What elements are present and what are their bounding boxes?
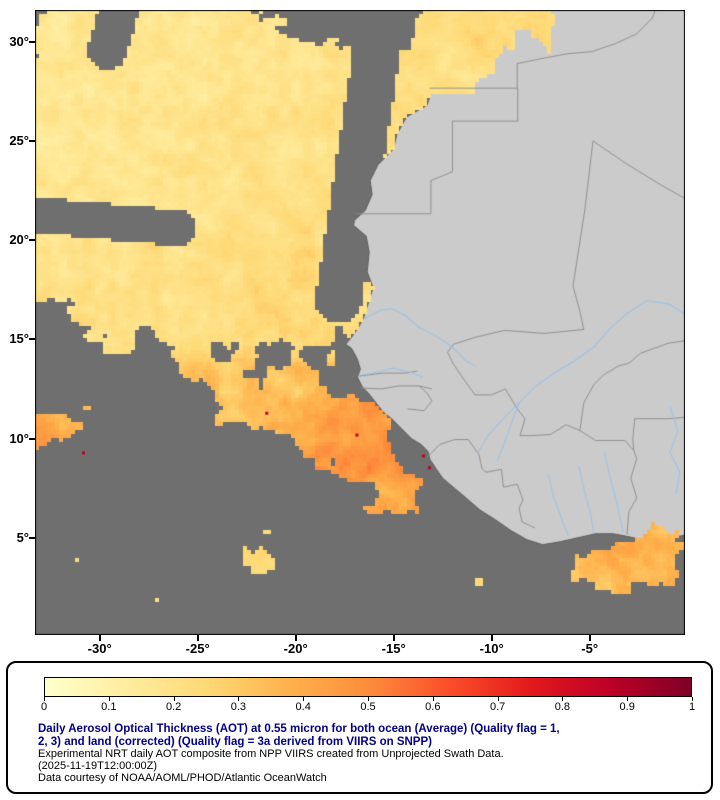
lon-tick-label: -5° xyxy=(581,641,599,656)
colorbar-tick-mark xyxy=(562,697,564,701)
legend-title-line-2: 2, 3) and land (corrected) (Quality flag… xyxy=(38,735,432,748)
lat-tick-label: 10° xyxy=(9,430,29,446)
lon-tick-mark xyxy=(98,635,101,641)
colorbar-tick-label: 0.6 xyxy=(425,701,441,713)
colorbar-tick-label: 1 xyxy=(688,701,696,713)
colorbar-tick-mark xyxy=(497,697,499,701)
lon-tick-label: -20° xyxy=(283,641,308,656)
lon-tick-mark xyxy=(294,635,297,641)
lat-tick-label: 25° xyxy=(9,132,29,148)
lon-tick-mark xyxy=(392,635,395,641)
colorbar-tick-mark xyxy=(238,697,240,701)
lat-tick-mark xyxy=(29,437,35,440)
lat-tick-label: 30° xyxy=(9,33,29,49)
colorbar-tick-labels: 0 0.1 0.2 0.3 0.4 0.5 0.6 0.7 0.8 0.9 1 xyxy=(40,701,696,715)
colorbar-tick-label: 0.1 xyxy=(101,701,117,713)
colorbar-tick-mark xyxy=(173,697,175,701)
lon-tick-label: -30° xyxy=(87,641,112,656)
colorbar-tick-label: 0.4 xyxy=(295,701,311,713)
lon-tick-label: -15° xyxy=(381,641,406,656)
lat-tick-mark xyxy=(29,338,35,341)
colorbar-tick-label: 0.9 xyxy=(619,701,635,713)
colorbar-tick-label: 0.2 xyxy=(165,701,182,713)
legend-captions: Daily Aerosol Optical Thickness (AOT) at… xyxy=(38,723,698,784)
colorbar-tickmarks xyxy=(44,697,693,701)
colorbar-tick-label: 0 xyxy=(40,701,48,713)
colorbar-tick-mark xyxy=(368,697,369,701)
lat-tick-mark xyxy=(29,139,35,142)
colorbar-tick-mark xyxy=(108,697,110,701)
lat-tick-mark xyxy=(29,536,35,539)
colorbar-tick-mark xyxy=(432,697,434,701)
legend-panel: 0 0.1 0.2 0.3 0.4 0.5 0.6 0.7 0.8 0.9 1 Daily Aero… xyxy=(6,661,713,794)
lon-tick-mark xyxy=(196,635,199,641)
colorbar-tick-mark xyxy=(627,697,629,701)
colorbar-tick-label: 0.3 xyxy=(230,701,247,713)
lat-tick-label: 15° xyxy=(9,331,29,347)
lon-tick-mark xyxy=(588,635,591,641)
legend-credit: Data courtesy of NOAA/AOML/PHOD/Atlantic… xyxy=(38,772,327,784)
lon-tick-label: -25° xyxy=(185,641,210,656)
lon-tick-mark xyxy=(490,635,493,641)
colorbar-gradient xyxy=(44,677,692,697)
legend-title-line-1: Daily Aerosol Optical Thickness (AOT) at… xyxy=(38,723,560,735)
colorbar-tick-label: 0.8 xyxy=(554,701,571,713)
colorbar-tick-mark xyxy=(44,697,45,701)
colorbar-tick-label: 0.5 xyxy=(360,701,376,713)
map-canvas xyxy=(35,10,685,635)
map-panel: 30° 25° 20° 15° 10° 5° -30° -25° -20° -15° -10° -5° xyxy=(9,10,685,656)
lon-tick-label: -10° xyxy=(479,641,504,656)
colorbar-tick-label: 0.7 xyxy=(489,701,506,713)
lat-tick-label: 5° xyxy=(16,529,29,545)
colorbar-tick-mark xyxy=(692,697,693,701)
lat-tick-label: 20° xyxy=(9,232,29,248)
legend-timestamp: (2025-11-19T12:00:00Z) xyxy=(38,760,158,772)
lat-tick-mark xyxy=(29,239,35,242)
colorbar-tick-mark xyxy=(303,697,305,701)
lat-tick-mark xyxy=(29,40,35,43)
legend-subtitle: Experimental NRT daily AOT composite fro… xyxy=(38,748,504,760)
